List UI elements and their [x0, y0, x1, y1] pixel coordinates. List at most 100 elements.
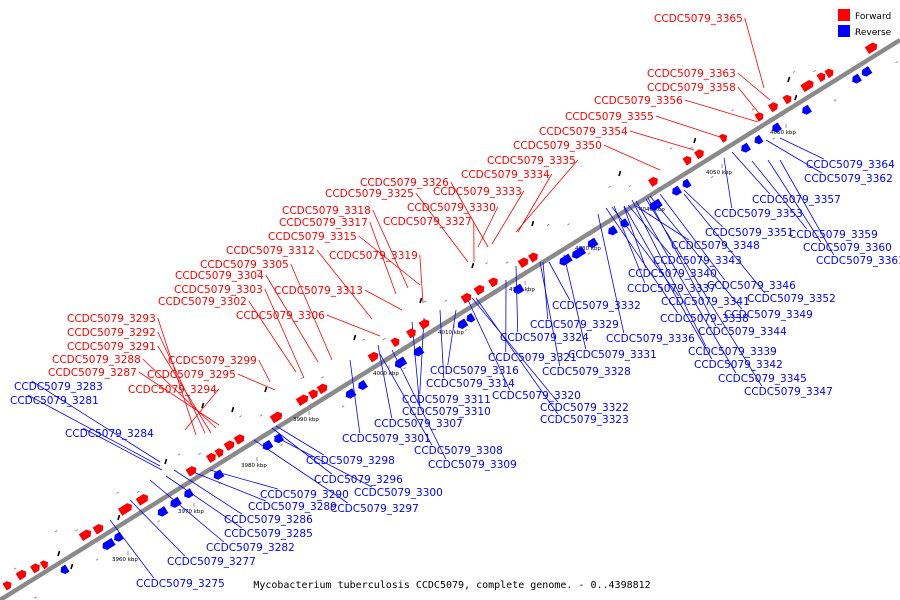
- reverse-gene: [457, 318, 469, 329]
- reverse-gene: [102, 537, 116, 551]
- gene-label: CCDC5079_3318: [282, 205, 371, 217]
- forward-gene: [648, 176, 658, 187]
- gene-label: CCDC5079_3345: [718, 373, 807, 385]
- scatter-mark: [198, 452, 201, 455]
- gene-label: CCDC5079_3303: [174, 284, 263, 296]
- gene-label: CCDC5079_3310: [402, 406, 491, 418]
- gene-label: CCDC5079_3321: [488, 352, 577, 364]
- forward-gene: [682, 156, 692, 166]
- label-leader: [264, 288, 305, 379]
- scatter-mark: [669, 147, 673, 150]
- gene-label: CCDC5079_3336: [606, 333, 695, 345]
- scatter-mark: [690, 146, 693, 149]
- scatter-mark: [628, 184, 632, 188]
- forward-gene: [754, 112, 764, 122]
- label-leader: [563, 254, 587, 350]
- label-leader: [467, 299, 511, 391]
- gene-label: CCDC5079_3361: [816, 255, 900, 267]
- label-leader: [450, 181, 489, 248]
- label-leader: [635, 200, 737, 374]
- gene-label: CCDC5079_3283: [14, 381, 103, 393]
- gene-label: CCDC5079_3342: [694, 359, 783, 371]
- gene-label: CCDC5079_3284: [65, 428, 154, 440]
- label-leader: [27, 394, 161, 467]
- label-leader: [477, 206, 499, 248]
- label-leader: [475, 297, 559, 415]
- label-leader: [779, 137, 824, 160]
- reverse-gene: [513, 283, 525, 295]
- reverse-gene: [345, 388, 357, 399]
- scatter-mark: [531, 220, 535, 227]
- gene-labels: CCDC5079_3365CCDC5079_3363CCDC5079_3358C…: [10, 13, 900, 590]
- scatter-mark: [75, 529, 78, 532]
- scatter-mark: [300, 376, 304, 380]
- legend-forward-swatch: [838, 9, 850, 21]
- forward-gene: [517, 257, 529, 269]
- label-leader: [605, 207, 679, 314]
- scatter-mark: [787, 76, 791, 83]
- gene-label: CCDC5079_3365: [654, 13, 743, 25]
- label-leader: [248, 300, 297, 373]
- gene-label: CCDC5079_3348: [671, 240, 760, 252]
- genome-caption: Mycobacterium tuberculosis CCDC5079, com…: [253, 580, 650, 591]
- gene-label: CCDC5079_3349: [724, 309, 813, 321]
- scatter-mark: [423, 300, 427, 303]
- label-leader: [258, 359, 271, 383]
- gene-label: CCDC5079_3341: [661, 296, 750, 308]
- label-leader: [184, 388, 220, 431]
- gene-label: CCDC5079_3351: [705, 227, 794, 239]
- gene-label: CCDC5079_3363: [647, 68, 736, 80]
- legend-forward-label: Forward: [855, 12, 891, 22]
- forward-gene: [308, 389, 318, 400]
- reverse-gene: [772, 122, 782, 133]
- reverse-gene: [754, 134, 764, 145]
- scatter-mark: [57, 550, 61, 557]
- scatter-mark: [280, 443, 283, 446]
- forward-gene: [214, 448, 224, 458]
- label-leader: [647, 197, 717, 327]
- label-leader: [369, 221, 397, 295]
- scatter-mark: [608, 185, 611, 188]
- label-leader: [31, 380, 161, 463]
- forward-gene: [233, 434, 245, 445]
- scatter-mark: [259, 414, 263, 417]
- scatter-mark: [116, 491, 119, 494]
- scatter-mark: [485, 262, 488, 265]
- label-leader: [419, 254, 424, 304]
- scatter-mark: [239, 415, 242, 418]
- gene-label: CCDC5079_3332: [552, 300, 641, 312]
- reverse-gene: [60, 564, 70, 575]
- label-leader: [253, 439, 348, 504]
- label-leader: [751, 160, 808, 230]
- label-leader: [471, 297, 559, 403]
- gene-label: CCDC5079_3287: [48, 367, 137, 379]
- gene-label: CCDC5079_3330: [407, 202, 496, 214]
- label-leader: [684, 99, 759, 123]
- gene-label: CCDC5079_3307: [374, 418, 463, 430]
- forward-gene: [488, 277, 498, 288]
- forward-gene: [406, 328, 416, 339]
- label-leader: [316, 249, 373, 320]
- label-leader: [731, 151, 771, 195]
- gene-label: CCDC5079_3304: [175, 270, 264, 282]
- reverse-gene: [802, 104, 812, 115]
- scatter-mark: [618, 170, 622, 177]
- gene-label: CCDC5079_3331: [568, 349, 657, 361]
- scatter-mark: [772, 137, 775, 140]
- reverse-gene: [274, 433, 284, 444]
- kbp-label: 3960 kbp: [112, 557, 138, 563]
- gene-label: CCDC5079_3288: [52, 354, 141, 366]
- label-leader: [649, 195, 743, 310]
- scatter-mark: [157, 520, 160, 523]
- label-leader: [765, 139, 822, 174]
- label-leader: [379, 353, 433, 446]
- gene-label: CCDC5079_3317: [279, 217, 368, 229]
- reverse-gene: [466, 313, 476, 323]
- forward-gene: [78, 529, 92, 542]
- reverse-gene: [559, 253, 573, 266]
- scatter-mark: [792, 70, 796, 74]
- gene-label: CCDC5079_3305: [200, 259, 289, 271]
- label-leader: [377, 344, 393, 419]
- gene-label: CCDC5079_3364: [806, 159, 895, 171]
- legend-reverse-label: Reverse: [855, 28, 892, 38]
